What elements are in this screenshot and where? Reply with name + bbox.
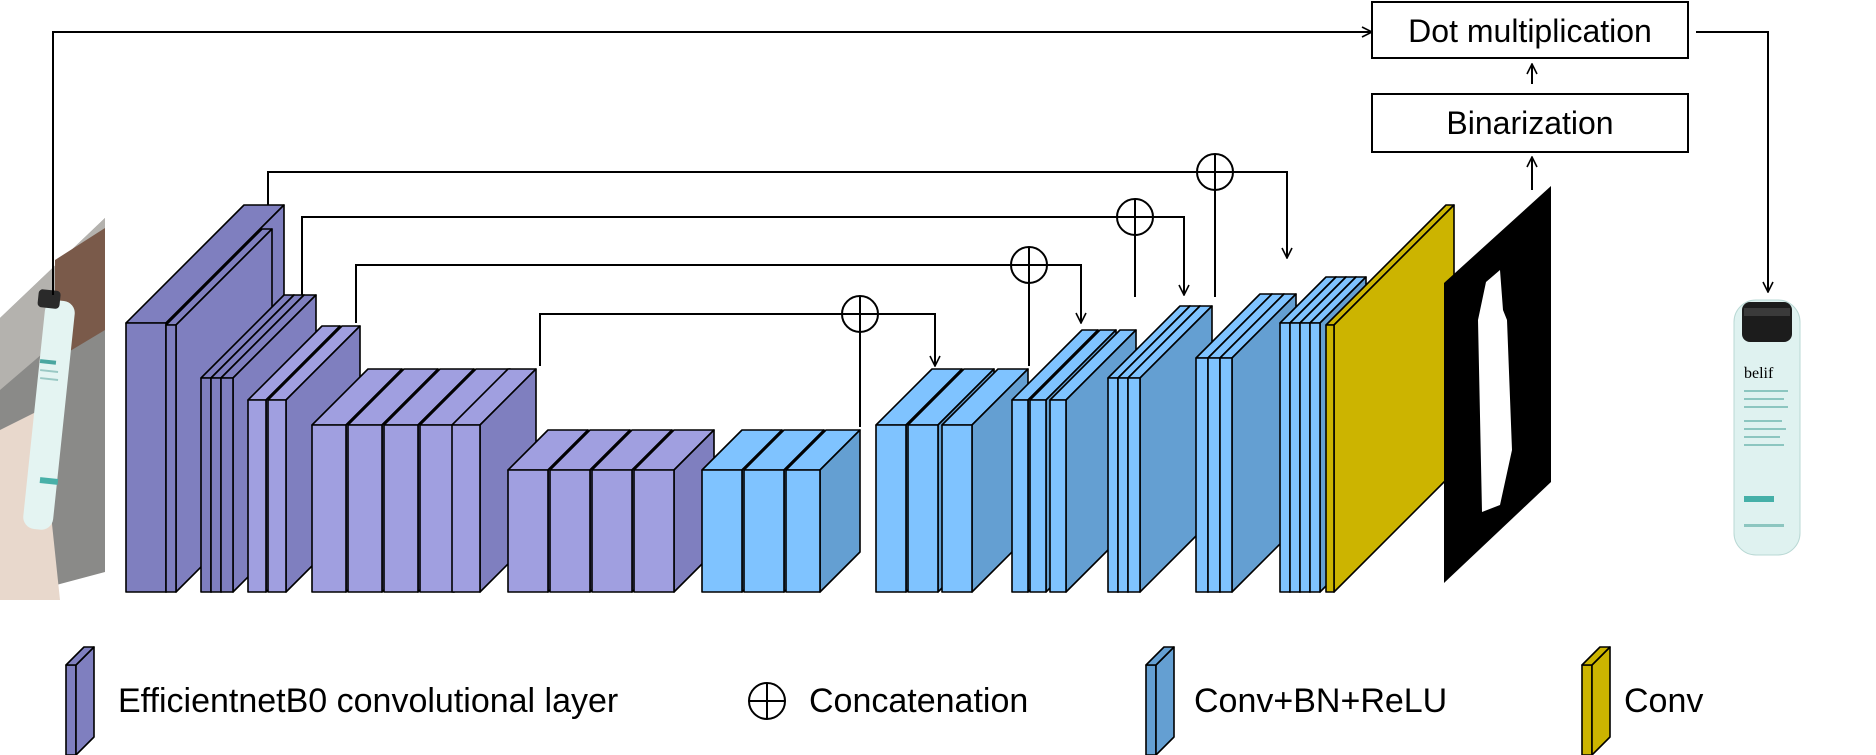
concat-icon-3	[1116, 198, 1154, 236]
concat-icon-4	[1196, 153, 1234, 191]
concat-icon-1	[841, 295, 879, 333]
legend-efficientnet-label: EfficientnetB0 convolutional layer	[118, 682, 618, 720]
decoder-layer-12	[1127, 305, 1213, 593]
product-label: belif	[1744, 365, 1774, 382]
legend-concat-icon	[748, 682, 786, 720]
concat-icon-2	[1010, 246, 1048, 284]
binarization-label: Binarization	[1446, 105, 1613, 141]
output-bottle: belif	[1733, 299, 1801, 556]
legend-conv-bn-relu-label: Conv+BN+ReLU	[1194, 682, 1447, 720]
legend-efficientnet-swatch	[65, 646, 95, 755]
concat-symbols	[841, 153, 1234, 333]
legend-concatenation-label: Concatenation	[809, 682, 1028, 720]
binarization-box: Binarization	[1371, 93, 1689, 153]
binary-mask	[1444, 186, 1551, 583]
dot-multiplication-label: Dot multiplication	[1408, 13, 1652, 49]
legend: EfficientnetB0 convolutional layer Conca…	[65, 646, 1703, 755]
input-photo	[0, 218, 105, 600]
decoder-layer-3	[785, 429, 861, 593]
legend-conv-swatch	[1581, 646, 1611, 755]
legend-conv-label: Conv	[1624, 682, 1703, 720]
final-conv-layer	[1325, 204, 1455, 593]
legend-conv-bn-relu-swatch	[1145, 646, 1175, 755]
dot-multiplication-box: Dot multiplication	[1371, 1, 1689, 59]
network-layers	[125, 204, 1455, 593]
